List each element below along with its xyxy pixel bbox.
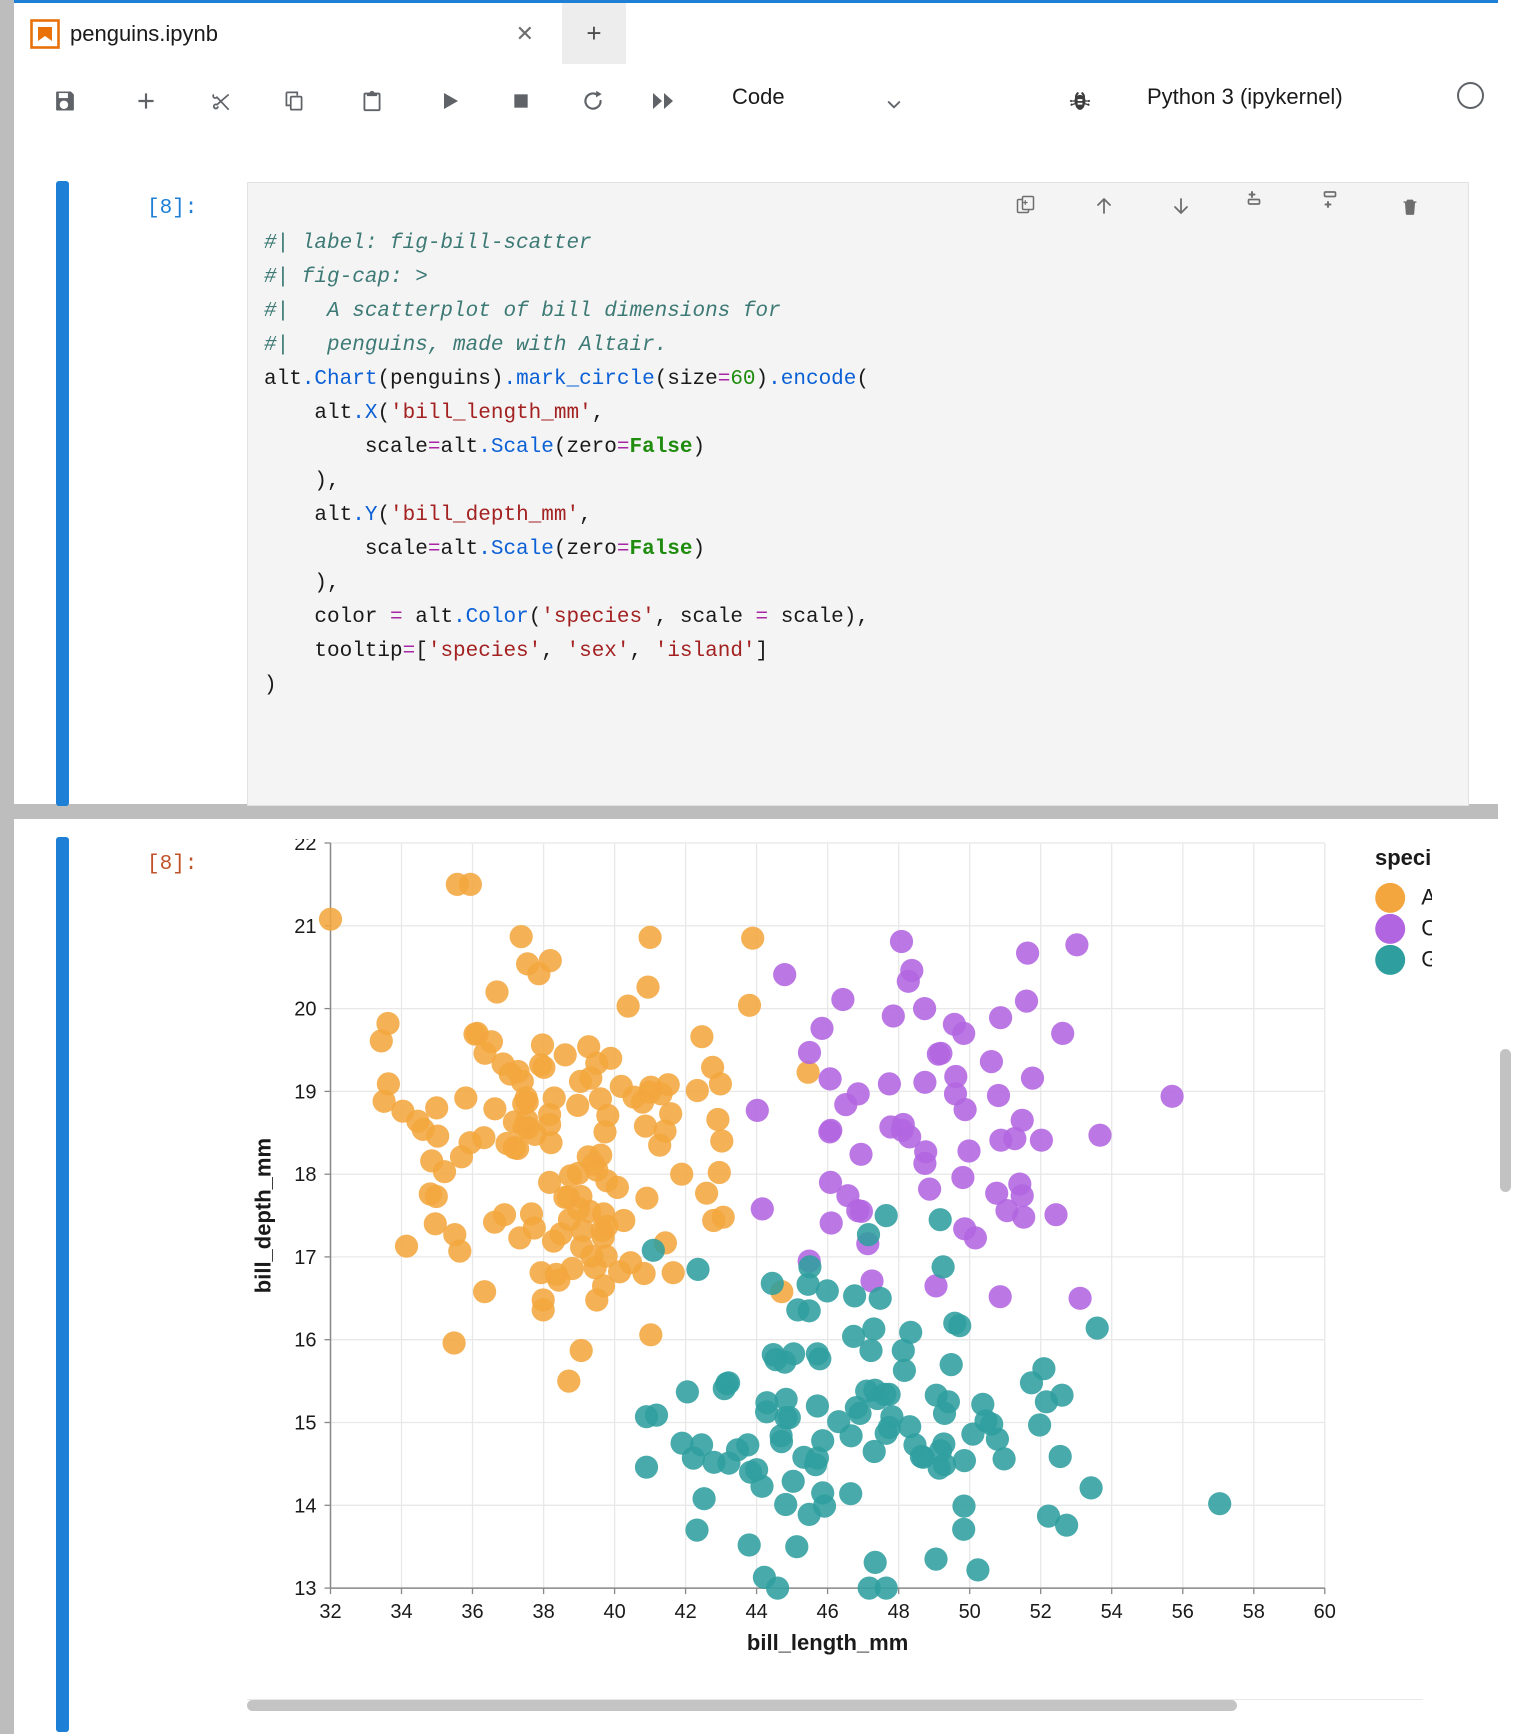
svg-text:19: 19 xyxy=(294,1081,316,1103)
svg-text:bill_depth_mm: bill_depth_mm xyxy=(251,1138,276,1293)
svg-text:52: 52 xyxy=(1030,1601,1052,1623)
svg-text:42: 42 xyxy=(674,1601,696,1623)
svg-text:15: 15 xyxy=(294,1413,316,1435)
svg-text:bill_length_mm: bill_length_mm xyxy=(747,1630,908,1655)
svg-text:50: 50 xyxy=(959,1601,981,1623)
svg-text:48: 48 xyxy=(888,1601,910,1623)
svg-text:13: 13 xyxy=(294,1578,316,1600)
svg-text:Gentoo: Gentoo xyxy=(1421,947,1432,972)
svg-text:36: 36 xyxy=(461,1601,483,1623)
svg-text:40: 40 xyxy=(603,1601,625,1623)
svg-text:species: species xyxy=(1375,845,1432,870)
svg-text:16: 16 xyxy=(294,1330,316,1352)
svg-text:18: 18 xyxy=(294,1164,316,1186)
svg-text:56: 56 xyxy=(1172,1601,1194,1623)
svg-text:38: 38 xyxy=(532,1601,554,1623)
svg-text:46: 46 xyxy=(816,1601,838,1623)
svg-text:22: 22 xyxy=(294,839,316,855)
svg-text:Chinstrap: Chinstrap xyxy=(1421,916,1432,941)
svg-text:14: 14 xyxy=(294,1495,316,1517)
svg-text:21: 21 xyxy=(294,916,316,938)
svg-text:44: 44 xyxy=(745,1601,767,1623)
svg-text:58: 58 xyxy=(1243,1601,1265,1623)
svg-text:20: 20 xyxy=(294,999,316,1021)
svg-text:32: 32 xyxy=(319,1601,341,1623)
svg-text:60: 60 xyxy=(1314,1601,1336,1623)
svg-text:34: 34 xyxy=(390,1601,412,1623)
svg-text:Adelie: Adelie xyxy=(1421,885,1432,910)
svg-text:54: 54 xyxy=(1101,1601,1123,1623)
svg-text:17: 17 xyxy=(294,1247,316,1269)
